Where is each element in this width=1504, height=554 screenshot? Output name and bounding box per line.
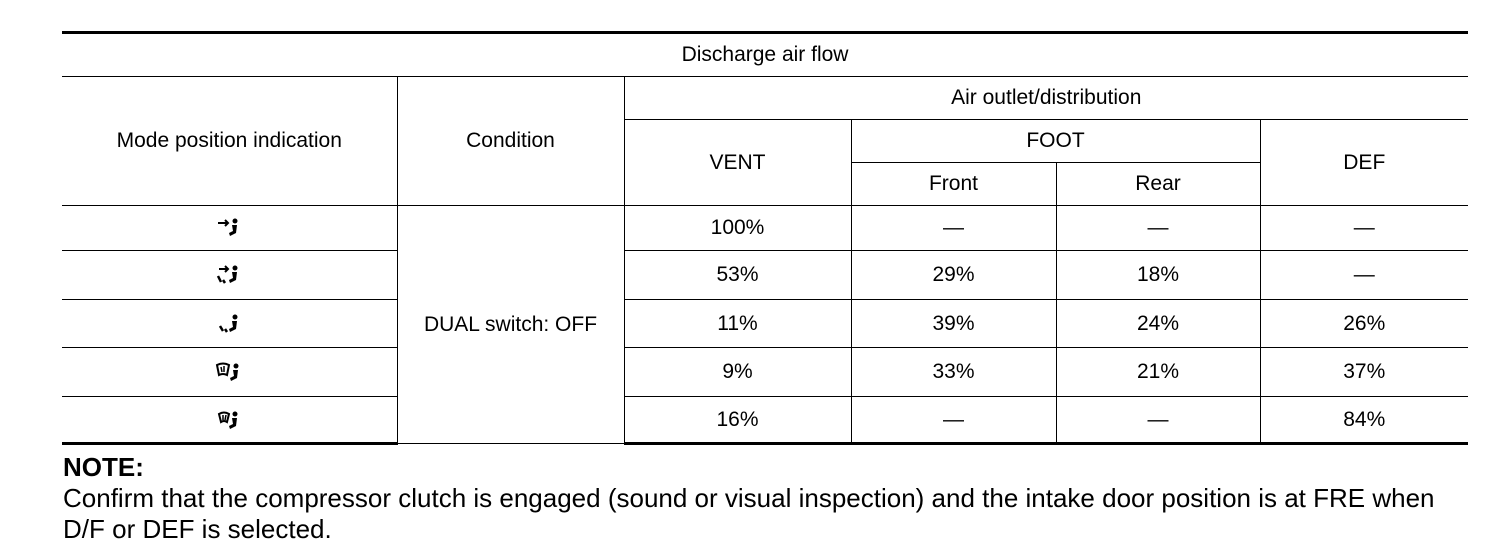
defrost-mode-icon (218, 411, 238, 429)
def-value: — (1259, 205, 1469, 251)
foot-front-value: 39% (850, 299, 1057, 348)
foot-front-value: 33% (850, 347, 1057, 397)
table-row: 16% — — 84% (62, 396, 1469, 445)
mode-cell (62, 347, 398, 397)
table-row: 11% 39% 24% 26% (62, 299, 1469, 348)
condition-cell: DUAL switch: OFF (396, 205, 625, 444)
header-vent: VENT (624, 119, 852, 206)
header-foot: FOOT (850, 119, 1261, 163)
header-foot-front: Front (851, 162, 1057, 206)
def-value: 37% (1259, 347, 1469, 397)
mode-cell (62, 250, 398, 300)
vent-value: 53% (623, 250, 852, 300)
foot-rear-value: — (1055, 396, 1261, 445)
def-value: 26% (1259, 299, 1469, 348)
foot-defrost-mode-icon (216, 362, 239, 382)
def-value: — (1259, 250, 1469, 300)
header-condition: Condition (396, 76, 625, 206)
header-air-outlet: Air outlet/distribution (623, 76, 1469, 120)
vent-value: 11% (623, 299, 852, 348)
header-def: DEF (1259, 119, 1469, 206)
mode-cell (62, 299, 398, 348)
note-title: NOTE: (63, 452, 144, 482)
foot-front-value: — (850, 396, 1057, 445)
foot-front-value: 29% (850, 250, 1057, 300)
table-row: 9% 33% 21% 37% (62, 347, 1469, 397)
vent-value: 9% (623, 347, 852, 397)
mode-cell (62, 396, 398, 445)
vent-mode-icon (218, 218, 238, 237)
foot-rear-value: 24% (1055, 299, 1261, 348)
note-block: NOTE: Confirm that the compressor clutch… (63, 452, 1473, 545)
header-mode-position: Mode position indication (62, 76, 398, 206)
header-foot-rear: Rear (1055, 162, 1261, 206)
table-title: Discharge air flow (62, 31, 1469, 77)
foot-rear-value: 18% (1055, 250, 1261, 300)
note-text: Confirm that the compressor clutch is en… (63, 483, 1435, 544)
foot-front-value: — (850, 205, 1057, 251)
discharge-air-flow-table: Discharge air flow Mode position indicat… (62, 31, 1469, 445)
table-row: DUAL switch: OFF 100% — — — (62, 205, 1469, 444)
foot-mode-icon (219, 314, 238, 333)
def-value: 84% (1259, 396, 1469, 445)
bi-level-mode-icon (217, 265, 238, 285)
foot-rear-value: — (1055, 205, 1261, 251)
table-row: 53% 29% 18% — (62, 250, 1469, 300)
vent-value: 100% (623, 205, 852, 251)
foot-rear-value: 21% (1055, 347, 1261, 397)
mode-cell (62, 205, 398, 251)
vent-value: 16% (623, 396, 852, 445)
